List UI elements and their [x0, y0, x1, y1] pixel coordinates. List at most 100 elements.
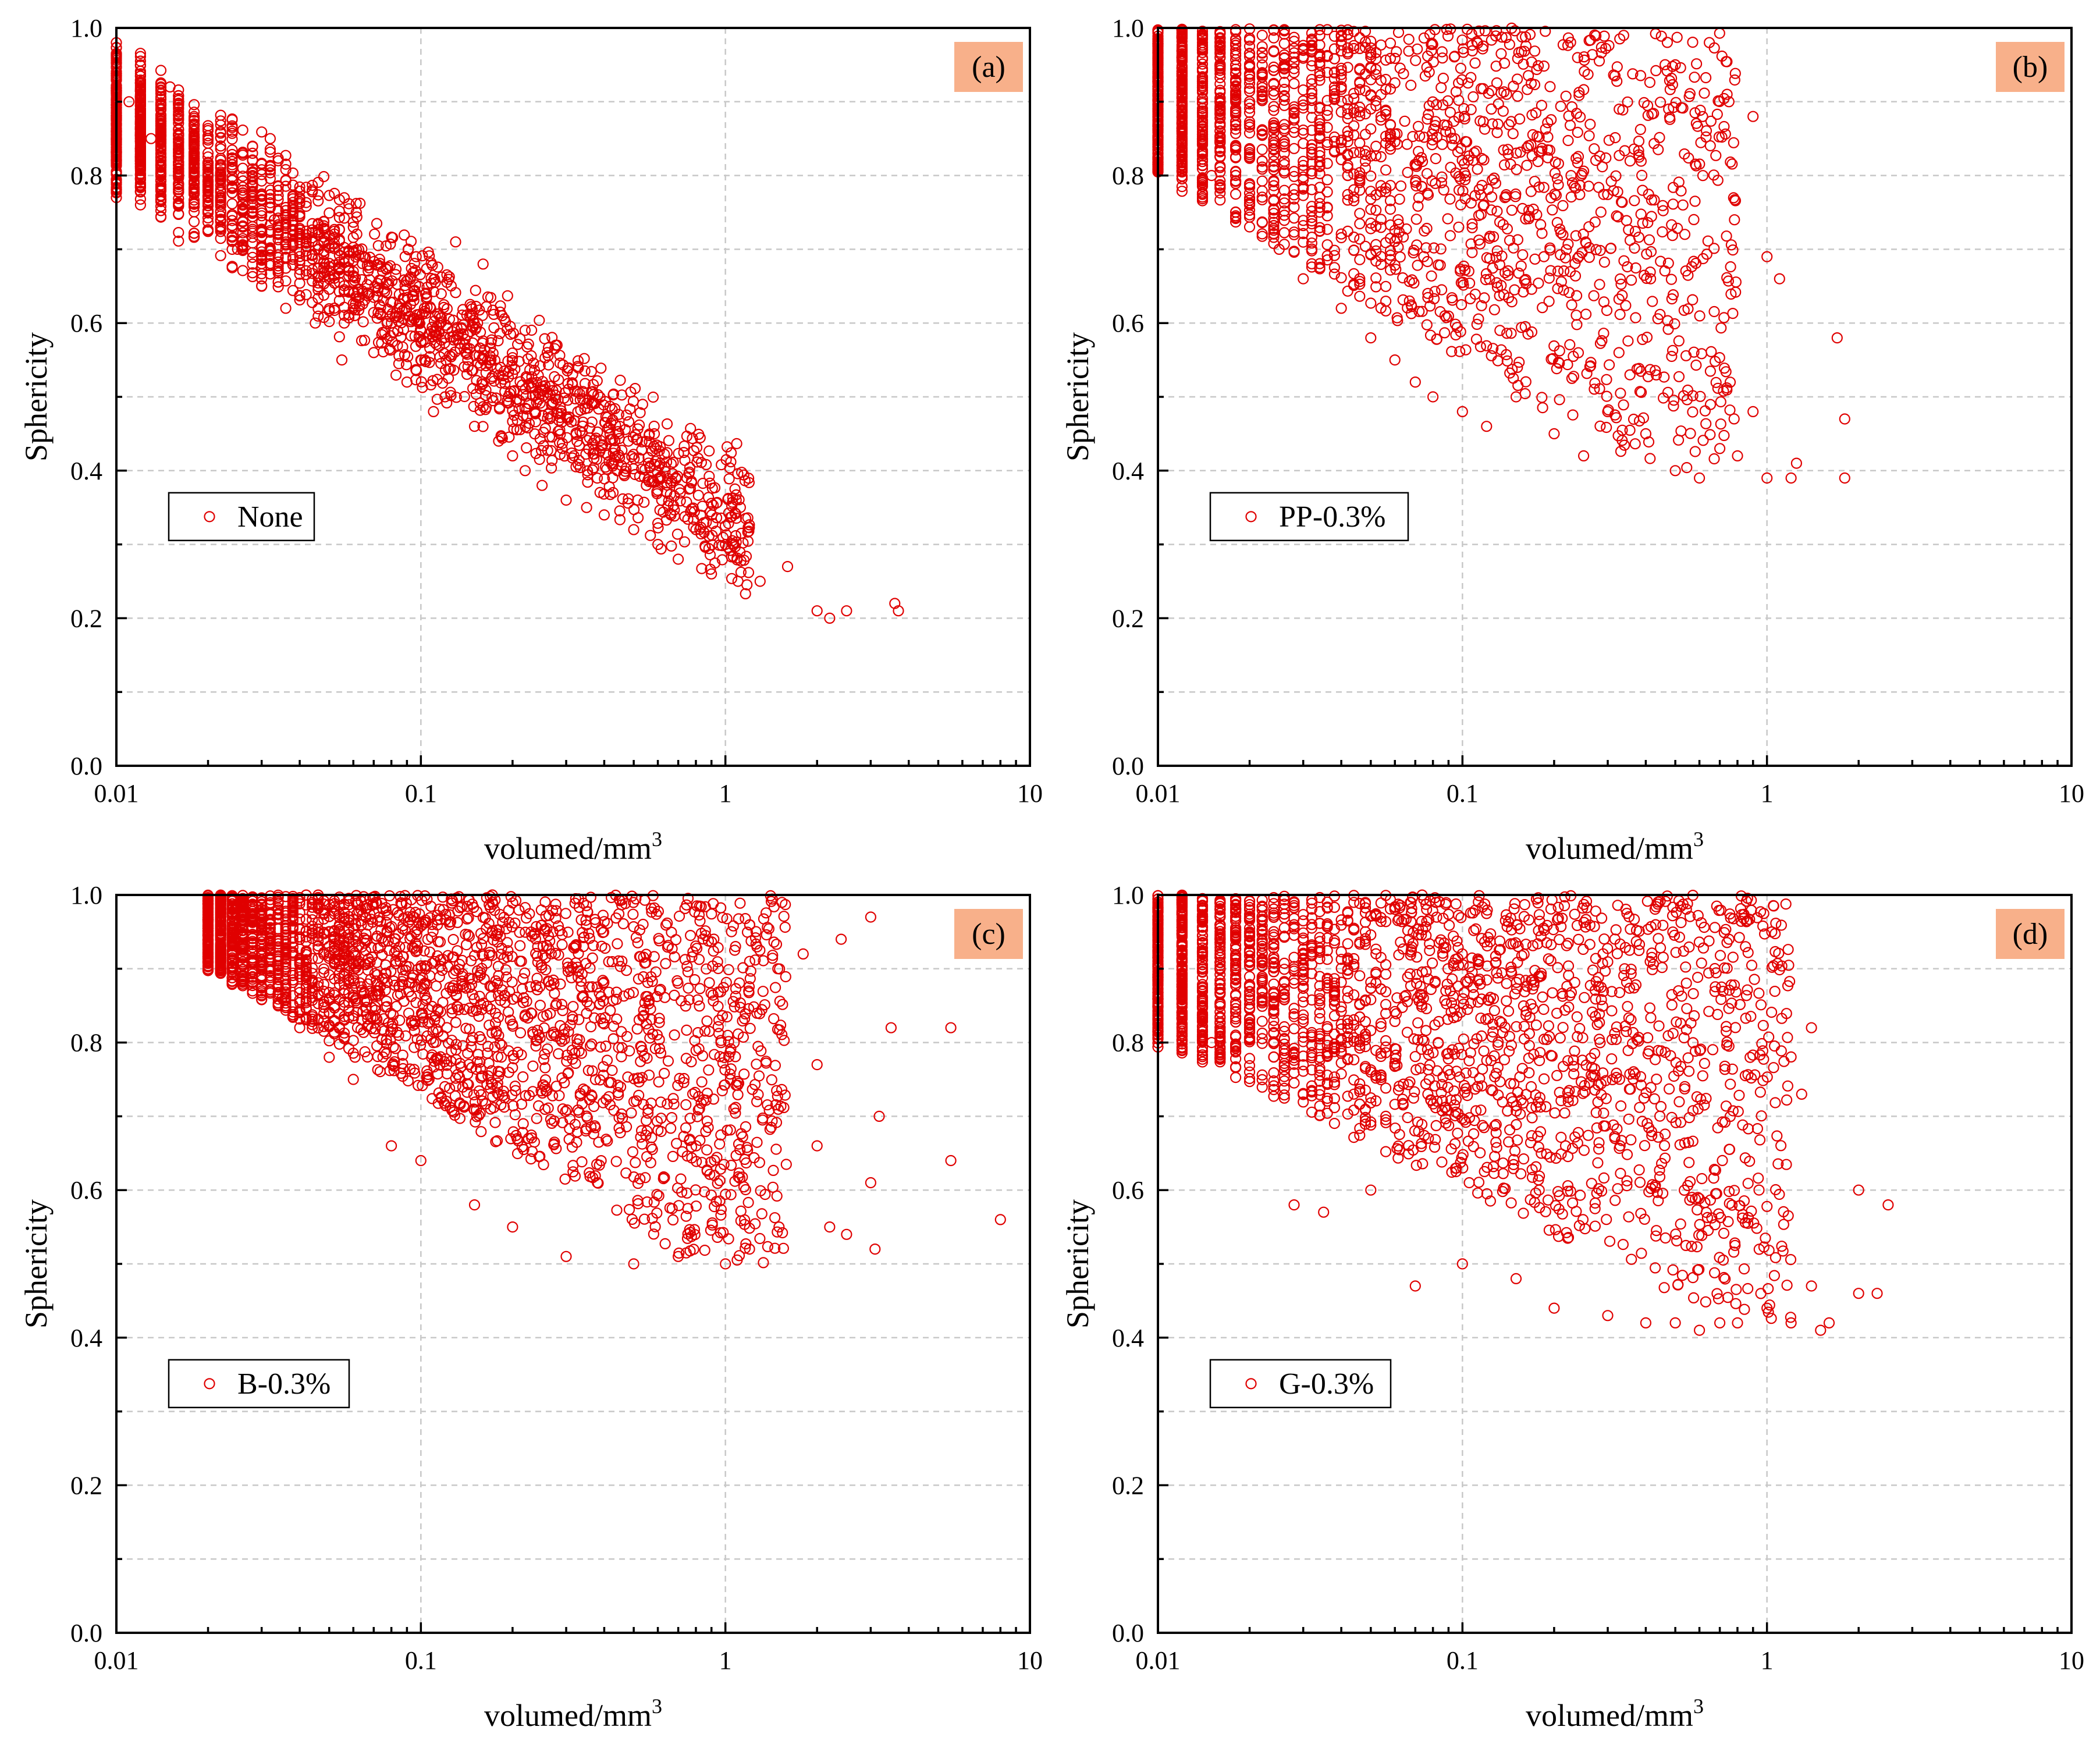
- data-point: [521, 410, 533, 422]
- data-point: [1230, 59, 1242, 70]
- data-point: [1499, 267, 1511, 279]
- data-point: [721, 441, 733, 453]
- data-point: [1724, 404, 1736, 416]
- data-point: [226, 215, 238, 226]
- data-point: [495, 361, 507, 374]
- data-point: [742, 526, 754, 538]
- y-tick-label: 0.6: [1112, 309, 1144, 338]
- data-point: [226, 153, 238, 165]
- data-point: [1588, 290, 1600, 301]
- data-point: [1359, 155, 1371, 167]
- data-point: [723, 517, 734, 530]
- data-point: [364, 251, 376, 263]
- data-point: [493, 435, 504, 447]
- data-point: [1406, 301, 1417, 312]
- data-point: [1636, 169, 1648, 181]
- data-point: [338, 310, 350, 321]
- data-point: [1335, 232, 1347, 244]
- data-point: [1335, 303, 1347, 314]
- data-point: [1335, 272, 1347, 283]
- data-point: [1268, 105, 1280, 116]
- data-point: [134, 130, 146, 142]
- data-point: [134, 182, 146, 193]
- data-point: [1551, 363, 1562, 375]
- data-point: [264, 189, 276, 201]
- data-point: [1583, 130, 1595, 141]
- data-point: [1321, 239, 1333, 251]
- data-point: [1711, 108, 1723, 120]
- data-point: [280, 164, 292, 176]
- data-point: [364, 274, 375, 286]
- data-point: [312, 253, 324, 264]
- data-point: [1603, 359, 1615, 371]
- data-point: [1562, 134, 1574, 147]
- data-point: [1505, 328, 1517, 339]
- data-point: [1429, 24, 1441, 35]
- data-point: [502, 397, 514, 409]
- data-point: [1413, 192, 1424, 204]
- data-point: [1412, 43, 1423, 55]
- data-point: [155, 166, 167, 177]
- data-point: [467, 310, 478, 321]
- data-point: [1589, 216, 1601, 228]
- data-point: [684, 461, 696, 474]
- data-point: [1278, 209, 1290, 221]
- data-point: [226, 127, 238, 139]
- data-point: [1694, 310, 1705, 322]
- data-point: [682, 966, 694, 978]
- data-point: [247, 140, 258, 152]
- data-point: [1543, 296, 1555, 307]
- data-point: [1521, 159, 1533, 171]
- data-point: [459, 1004, 470, 1015]
- data-point: [499, 313, 510, 325]
- data-point: [547, 385, 559, 396]
- data-point: [598, 399, 610, 411]
- data-point: [1288, 31, 1300, 43]
- data-point: [215, 210, 226, 222]
- data-point: [1668, 395, 1680, 406]
- data-point: [1428, 242, 1440, 254]
- data-point: [1831, 332, 1843, 344]
- data-point: [329, 187, 340, 199]
- data-point: [1176, 181, 1188, 193]
- data-point: [226, 243, 238, 255]
- data-point: [215, 190, 226, 202]
- data-point: [1487, 343, 1499, 354]
- data-point: [643, 429, 655, 442]
- data-point: [1176, 52, 1188, 63]
- data-point: [1328, 250, 1340, 261]
- data-point: [613, 1122, 625, 1134]
- data-point: [1730, 276, 1742, 288]
- data-point: [1243, 73, 1256, 85]
- data-point: [1342, 285, 1353, 297]
- data-point: [356, 335, 368, 347]
- data-point: [1694, 158, 1705, 170]
- data-point: [1573, 251, 1585, 262]
- data-point: [555, 428, 566, 440]
- data-point: [1384, 83, 1397, 95]
- data-point: [1256, 47, 1268, 59]
- data-point: [368, 292, 380, 303]
- data-point: [1658, 371, 1670, 383]
- data-point: [1278, 193, 1290, 205]
- data-point: [1484, 232, 1495, 244]
- y-tick-label: 0.4: [1112, 457, 1144, 485]
- data-point: [1380, 109, 1392, 120]
- data-point: [237, 265, 248, 276]
- data-point: [601, 1054, 613, 1066]
- data-point: [202, 133, 214, 144]
- data-point: [272, 152, 284, 164]
- data-point: [727, 996, 739, 1007]
- data-point: [1196, 63, 1209, 75]
- data-point: [1502, 144, 1513, 155]
- data-point: [1298, 125, 1309, 136]
- data-point: [648, 428, 660, 440]
- data-point: [202, 125, 214, 136]
- data-point: [1620, 300, 1632, 311]
- data-point: [1506, 364, 1518, 375]
- data-point: [681, 961, 693, 972]
- data-point: [1666, 350, 1678, 363]
- data-point: [1298, 159, 1309, 171]
- data-point: [1354, 233, 1366, 245]
- data-point: [1729, 214, 1740, 226]
